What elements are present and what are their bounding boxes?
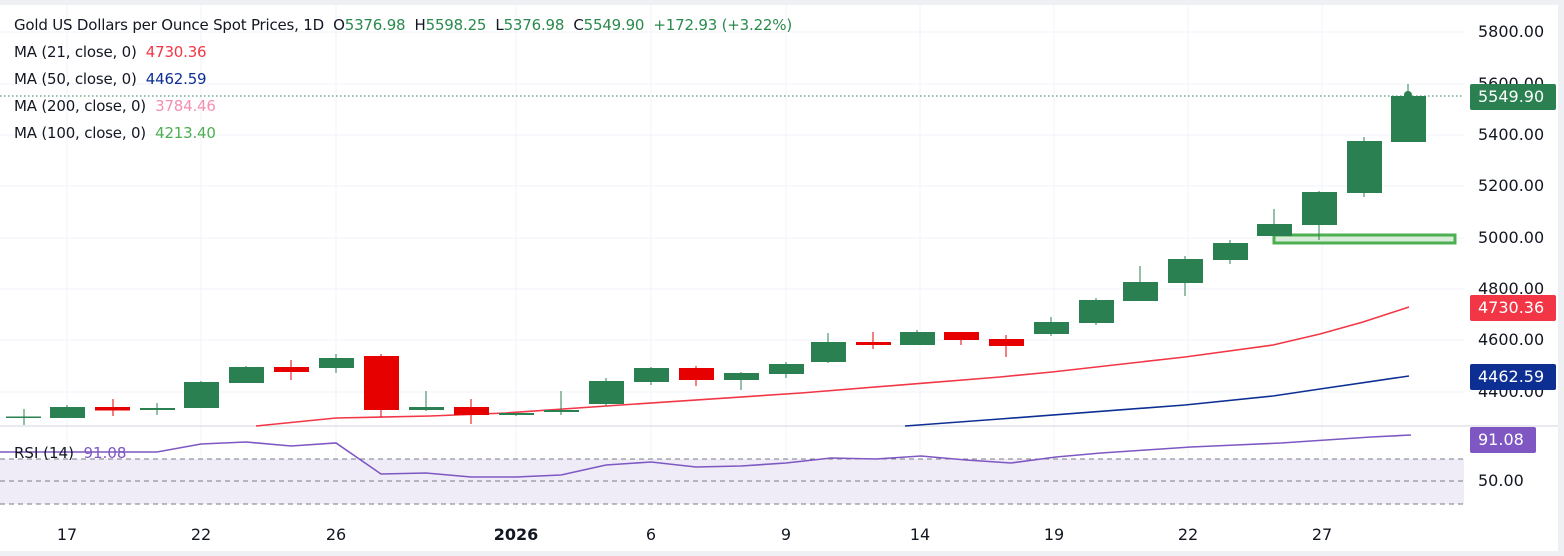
low-label: L bbox=[495, 16, 504, 34]
open-label: O bbox=[333, 16, 345, 34]
ma21-legend[interactable]: MA (21, close, 0) 4730.36 bbox=[14, 43, 207, 61]
rsi-line bbox=[0, 434, 1412, 478]
date-tick: 14 bbox=[909, 525, 931, 544]
symbol-legend[interactable]: Gold US Dollars per Ounce Spot Prices, 1… bbox=[14, 16, 792, 34]
change-value: +172.93 (+3.22%) bbox=[653, 16, 792, 34]
ma50-badge: 4462.59 bbox=[1470, 364, 1556, 390]
ma50-line bbox=[904, 375, 1410, 427]
price-tick: 5200.00 bbox=[1478, 176, 1545, 195]
date-tick: 26 bbox=[325, 525, 347, 544]
ma50-legend[interactable]: MA (50, close, 0) 4462.59 bbox=[14, 70, 207, 88]
ma21-line bbox=[255, 306, 1410, 427]
ma50-label: MA (50, close, 0) bbox=[14, 70, 137, 88]
rsi-levels bbox=[0, 458, 1464, 505]
date-tick: 22 bbox=[190, 525, 212, 544]
rsi-tick: 50.00 bbox=[1478, 471, 1524, 490]
date-tick: 19 bbox=[1043, 525, 1065, 544]
rsi-label: RSI (14) bbox=[14, 444, 74, 462]
ma100-label: MA (100, close, 0) bbox=[14, 124, 146, 142]
ma50-value: 4462.59 bbox=[145, 70, 207, 88]
ma21-label: MA (21, close, 0) bbox=[14, 43, 137, 61]
candles bbox=[6, 84, 1426, 425]
rsi-badge: 91.08 bbox=[1470, 427, 1536, 453]
price-tick: 5400.00 bbox=[1478, 125, 1545, 144]
ma200-legend[interactable]: MA (200, close, 0) 3784.46 bbox=[14, 97, 216, 115]
open-value: 5376.98 bbox=[344, 16, 406, 34]
rsi-legend[interactable]: RSI (14) 91.08 bbox=[14, 444, 126, 462]
date-tick: 17 bbox=[56, 525, 78, 544]
symbol-title: Gold US Dollars per Ounce Spot Prices, 1… bbox=[14, 16, 324, 34]
top-border bbox=[0, 0, 1564, 5]
ma21-value: 4730.36 bbox=[145, 43, 207, 61]
right-border bbox=[1558, 0, 1564, 556]
close-value: 5549.90 bbox=[583, 16, 645, 34]
price-tick: 4600.00 bbox=[1478, 330, 1545, 349]
date-tick: 6 bbox=[645, 525, 657, 544]
low-value: 5376.98 bbox=[503, 16, 565, 34]
ma100-value: 4213.40 bbox=[155, 124, 216, 142]
price-tick: 4800.00 bbox=[1478, 279, 1545, 298]
support-zone-rectangle[interactable] bbox=[1272, 233, 1457, 245]
close-label: C bbox=[573, 16, 584, 34]
ma200-value: 3784.46 bbox=[155, 97, 216, 115]
date-tick: 27 bbox=[1311, 525, 1333, 544]
high-label: H bbox=[414, 16, 426, 34]
ma21-badge: 4730.36 bbox=[1470, 295, 1556, 321]
rsi-value: 91.08 bbox=[83, 444, 127, 462]
ma200-label: MA (200, close, 0) bbox=[14, 97, 146, 115]
date-tick-year: 2026 bbox=[493, 525, 539, 544]
price-tick: 5000.00 bbox=[1478, 228, 1545, 247]
date-tick: 9 bbox=[780, 525, 792, 544]
date-tick: 22 bbox=[1177, 525, 1199, 544]
price-tick: 5800.00 bbox=[1478, 22, 1545, 41]
bottom-border bbox=[0, 551, 1564, 556]
last-price-badge: 5549.90 bbox=[1470, 84, 1556, 110]
ma100-legend[interactable]: MA (100, close, 0) 4213.40 bbox=[14, 124, 216, 142]
high-value: 5598.25 bbox=[425, 16, 487, 34]
